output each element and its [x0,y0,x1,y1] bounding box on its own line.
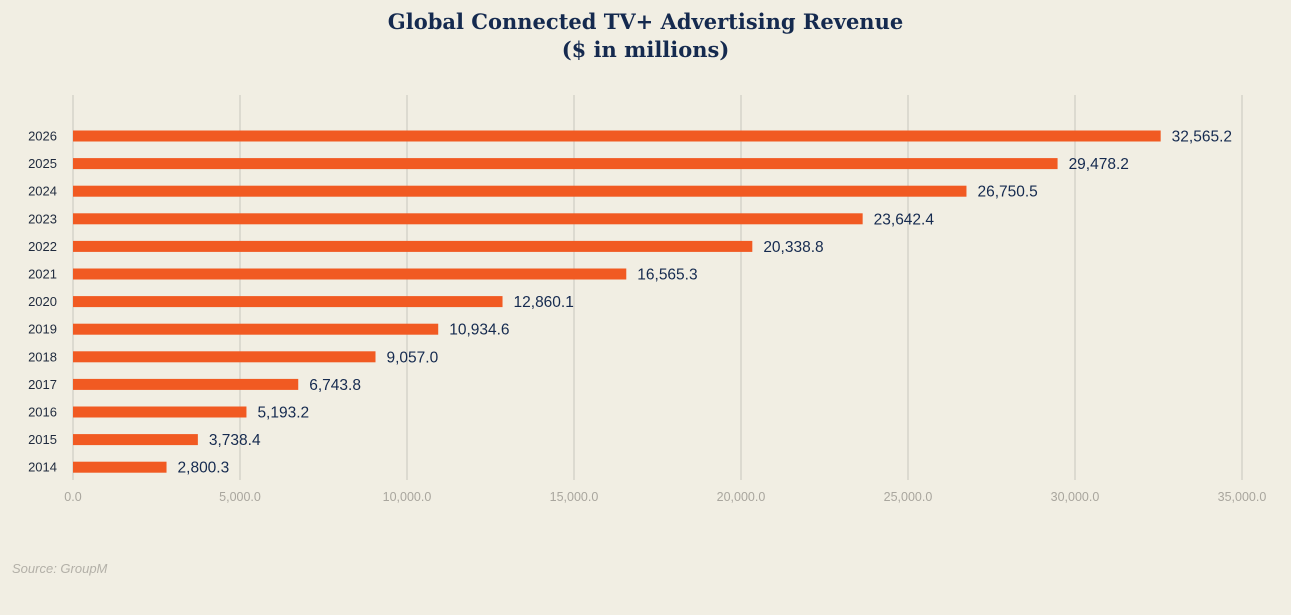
value-label: 10,934.6 [449,322,509,339]
value-label: 16,565.3 [637,267,697,284]
category-label: 2024 [28,184,57,199]
category-label: 2015 [28,432,57,447]
chart-title-block: Global Connected TV+ Advertising Revenue… [0,8,1291,64]
x-tick-label: 5,000.0 [219,490,261,504]
x-axis-tick-labels: 0.0 5,000.0 10,000.0 15,000.0 20,000.0 25,000… [64,490,1266,504]
value-label: 9,057.0 [387,349,439,366]
chart-title: Global Connected TV+ Advertising Revenue [387,9,904,34]
value-label: 26,750.5 [977,184,1037,201]
bar [73,296,503,308]
value-label: 2,800.3 [178,460,230,477]
value-label: 12,860.1 [514,294,574,311]
grid-lines [72,95,1243,480]
x-tick-label: 25,000.0 [884,490,933,504]
source-note: Source: GroupM [12,561,108,576]
bars [73,130,1161,473]
category-label: 2022 [28,239,57,254]
category-label: 2025 [28,156,57,171]
bar [73,185,967,197]
value-label: 3,738.4 [209,432,261,449]
value-label: 6,743.8 [309,377,361,394]
category-label: 2016 [28,405,57,420]
category-label: 2026 [28,129,57,144]
bar [73,378,299,390]
category-label: 2018 [28,349,57,364]
value-label: 32,565.2 [1172,129,1232,146]
category-label: 2021 [28,267,57,282]
bar [73,158,1058,170]
value-label: 29,478.2 [1069,156,1129,173]
x-tick-label: 35,000.0 [1218,490,1267,504]
value-label: 23,642.4 [874,211,935,228]
bar [73,406,247,418]
bar [73,240,753,252]
bar [73,323,439,335]
chart-subtitle: ($ in millions) [561,37,730,62]
category-label: 2017 [28,377,57,392]
bar [73,351,376,363]
x-tick-label: 15,000.0 [550,490,599,504]
value-labels: 32,565.2 29,478.2 26,750.5 23,642.4 20,338.8… [178,129,1232,477]
bar [73,268,627,280]
x-tick-label: 10,000.0 [383,490,432,504]
value-label: 5,193.2 [257,405,309,422]
category-label: 2019 [28,322,57,337]
x-tick-label: 0.0 [64,490,81,504]
bar [73,130,1161,142]
category-labels: 2026 2025 2024 2023 2022 2021 2020 2019 2018 2017… [28,129,57,475]
category-label: 2014 [28,460,57,475]
bar [73,461,167,473]
category-label: 2020 [28,294,57,309]
x-tick-label: 20,000.0 [717,490,766,504]
category-label: 2023 [28,211,57,226]
bar [73,434,198,446]
x-tick-label: 30,000.0 [1051,490,1100,504]
bar [73,213,863,225]
value-label: 20,338.8 [763,239,823,256]
